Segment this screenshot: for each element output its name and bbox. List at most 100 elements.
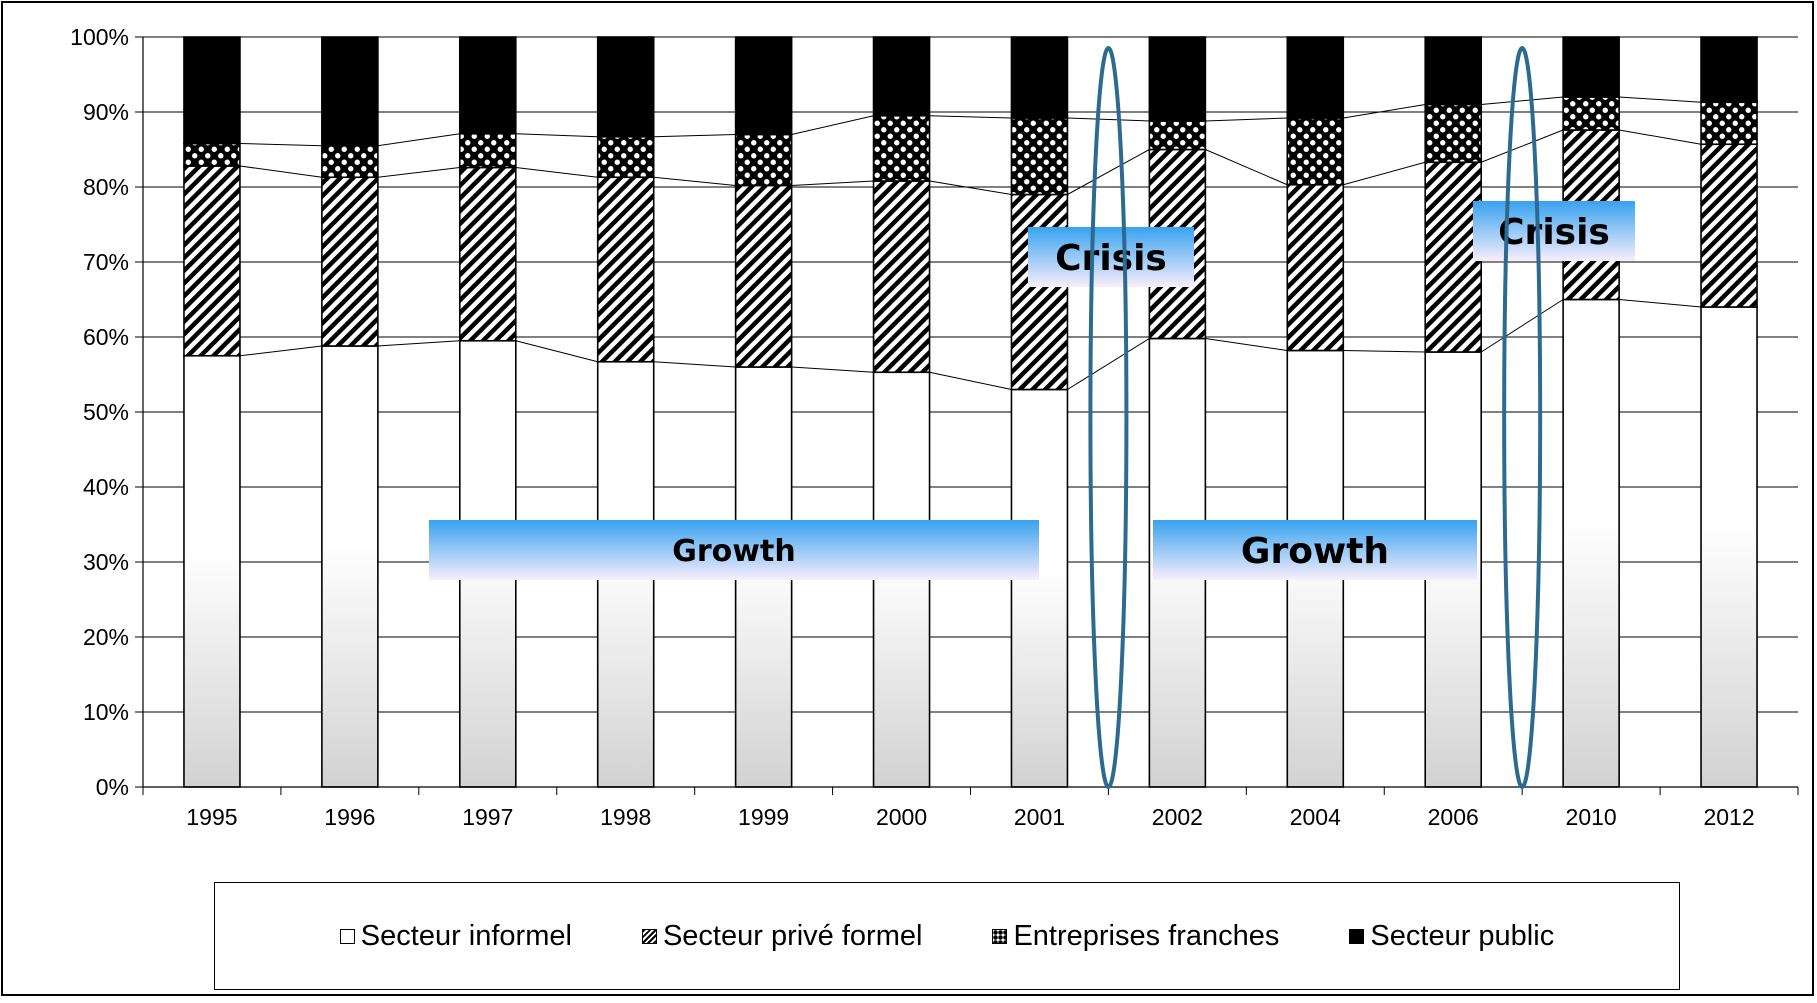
series-connector-line <box>1481 129 1564 163</box>
series-connector-line <box>653 134 736 138</box>
bar-segment-entreprises-franches <box>596 135 655 179</box>
x-tick-label: 2010 <box>1566 804 1617 830</box>
bar-segment-secteur-public <box>1148 36 1207 122</box>
x-tick-label: 1996 <box>324 804 375 830</box>
crisis-annotation-box <box>1473 201 1635 261</box>
x-tick-label: 2001 <box>1014 804 1065 830</box>
bar-segment-prive-formel <box>458 166 517 342</box>
series-connector-line <box>1480 299 1564 353</box>
series-connector-line <box>929 371 1012 390</box>
bar-segment-secteur-public <box>183 36 241 145</box>
y-tick-label: 100% <box>70 24 129 50</box>
series-connector-line <box>1619 129 1702 145</box>
x-tick-label: 1999 <box>738 804 789 830</box>
y-tick-label: 40% <box>83 474 129 500</box>
series-connector-line <box>653 361 736 368</box>
x-tick-label: 2012 <box>1703 804 1754 830</box>
series-connector-line <box>1067 149 1150 195</box>
legend-swatch-entreprises-franches <box>992 928 1008 944</box>
series-connector-line <box>239 165 322 178</box>
x-tick-label: 1995 <box>186 804 237 830</box>
bar-segment-entreprises-franches <box>1286 117 1345 186</box>
series-connector-line <box>515 167 598 178</box>
legend-swatch-prive-formel <box>641 928 657 944</box>
legend-item-informel: Secteur informel <box>339 919 572 953</box>
bar-segment-entreprises-franches <box>321 144 379 179</box>
crisis-annotation-label: Crisis <box>1055 238 1167 279</box>
y-tick-label: 70% <box>83 249 129 275</box>
bar-segment-entreprises-franches <box>183 142 241 167</box>
series-connector-line <box>791 115 874 135</box>
crisis-annotation-box <box>1028 227 1194 287</box>
legend: Secteur informel Secteur privé formel En… <box>214 882 1680 990</box>
bar-segment-secteur-public <box>872 36 931 117</box>
series-connector-line <box>653 176 736 186</box>
bar-segment-entreprises-franches <box>1700 101 1758 146</box>
x-tick-label: 2002 <box>1152 804 1203 830</box>
legend-item-secteur-public: Secteur public <box>1349 920 1554 953</box>
series-connector-lines <box>239 96 1702 390</box>
series-connector-line <box>377 133 460 147</box>
x-tick-label: 2004 <box>1290 804 1341 830</box>
bar-segment-informel <box>1562 298 1620 788</box>
series-connector-line <box>515 133 598 138</box>
y-tick-label: 20% <box>83 624 129 650</box>
bar-segment-prive-formel <box>1010 193 1069 391</box>
legend-label: Secteur informel <box>360 919 572 952</box>
series-connector-line <box>791 366 874 373</box>
bar-segment-secteur-public <box>734 36 793 136</box>
bar-segment-prive-formel <box>1700 143 1758 308</box>
series-connector-line <box>1343 161 1426 186</box>
legend-swatch-informel <box>339 928 355 944</box>
series-connector-line <box>1205 338 1288 351</box>
y-tick-label: 60% <box>83 324 129 350</box>
growth-annotation-label: Growth <box>672 534 795 569</box>
bar-segment-secteur-public <box>596 36 655 138</box>
series-connector-line <box>515 340 598 363</box>
bar-segment-prive-formel <box>1424 161 1483 353</box>
legend-label: Entreprises franches <box>1013 919 1280 952</box>
bar-segment-informel <box>1700 306 1758 788</box>
y-tick-label: 10% <box>83 699 129 725</box>
growth-annotation-box <box>1153 520 1477 580</box>
legend-label: Secteur public <box>1370 919 1555 952</box>
bar-segment-informel <box>1010 388 1069 788</box>
series-connector-line <box>1619 96 1702 103</box>
bar-segment-entreprises-franches <box>458 132 517 169</box>
stacked-bar-chart: 0% 10% 20% 30% 40% 50% 60% 70% 80% 90% 100% 1995 199… <box>70 24 1799 830</box>
bar-segment-entreprises-franches <box>734 133 793 187</box>
crisis-ellipse <box>1502 46 1543 789</box>
bar-segment-prive-formel <box>872 180 931 374</box>
bar-segment-entreprises-franches <box>1148 120 1207 151</box>
bar-segment-secteur-public <box>1286 36 1345 119</box>
y-tick-label: 50% <box>83 399 129 425</box>
growth-annotation-box <box>429 520 1039 580</box>
y-tick-label: 0% <box>96 774 129 800</box>
crisis-annotation-label: Crisis <box>1498 212 1610 253</box>
series-connector-line <box>1067 338 1150 390</box>
series-connector-line <box>929 115 1012 119</box>
bar-segment-secteur-public <box>1010 36 1069 119</box>
series-connector-line <box>1619 299 1702 308</box>
series-connector-line <box>1343 350 1426 353</box>
legend-swatch-secteur-public <box>1349 928 1365 944</box>
x-tick-label: 2000 <box>876 804 927 830</box>
crisis-ellipse <box>1088 46 1129 789</box>
bar-segment-prive-formel <box>596 176 655 363</box>
legend-item-entreprises-franches: Entreprises franches <box>992 920 1279 953</box>
series-connector-line <box>377 167 460 178</box>
legend-label: Secteur privé formel <box>662 919 923 952</box>
annotations: Growth Growth Crisis Crisis <box>429 46 1635 789</box>
series-connector-line <box>377 340 460 347</box>
series-connector-line <box>1205 117 1288 122</box>
series-connector-line <box>1343 104 1426 119</box>
bar-segment-entreprises-franches <box>1010 117 1069 196</box>
x-tick-label: 1998 <box>600 804 651 830</box>
series-connector-line <box>1481 96 1564 105</box>
series-connector-line <box>791 180 874 186</box>
y-tick-label: 90% <box>83 99 129 125</box>
axes: 0% 10% 20% 30% 40% 50% 60% 70% 80% 90% 100% 1995 199… <box>70 24 1799 830</box>
x-tick-label: 1997 <box>462 804 513 830</box>
bar-segment-entreprises-franches <box>1424 103 1483 164</box>
